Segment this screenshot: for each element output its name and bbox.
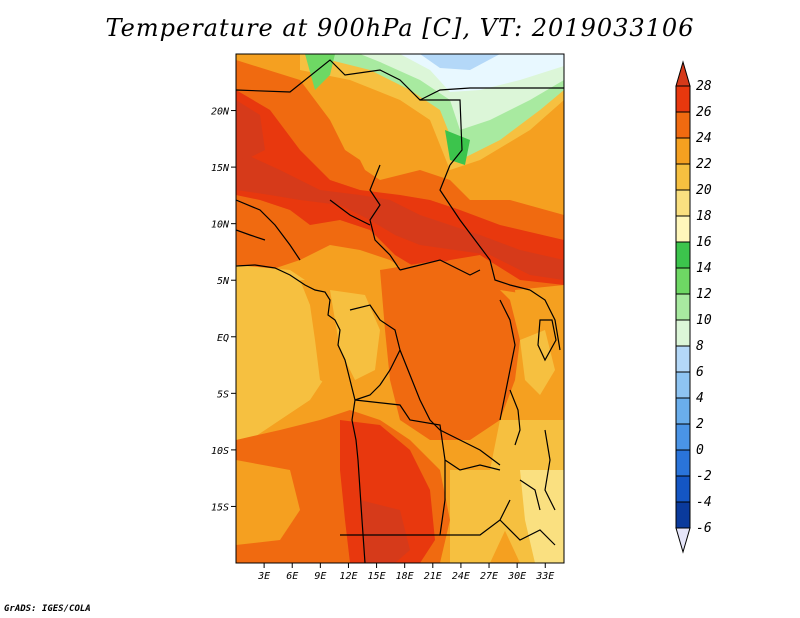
- x-tick-label: 12E: [339, 571, 357, 582]
- colorbar-label: 12: [696, 287, 712, 302]
- y-tick-label: 15N: [211, 163, 230, 174]
- y-tick-label: 15S: [211, 502, 229, 513]
- colorbar-segment: [675, 215, 691, 243]
- colorbar-label: 6: [696, 365, 704, 380]
- colorbar-under-triangle: [675, 527, 691, 554]
- y-tick-label: 20N: [211, 107, 230, 118]
- colorbar-segment: [675, 501, 691, 529]
- colorbar-segment: [675, 163, 691, 191]
- colorbar-label: 20: [696, 183, 712, 198]
- colorbar-segment: [675, 189, 691, 217]
- colorbar-segment: [675, 293, 691, 321]
- colorbar-segment: [675, 475, 691, 503]
- colorbar-label: 2: [696, 417, 704, 432]
- x-tick-label: 33E: [535, 571, 554, 582]
- y-tick-label: 10N: [211, 220, 230, 231]
- map-frame: [235, 53, 565, 564]
- colorbar-label: -6: [696, 521, 712, 536]
- map-title: Temperature at 900hPa [C], VT: 201903310…: [105, 14, 695, 42]
- grads-credit: GrADS: IGES/COLA: [4, 604, 91, 614]
- colorbar-label: 24: [696, 131, 712, 146]
- x-tick-label: 27E: [480, 571, 498, 582]
- colorbar-label: 0: [696, 443, 704, 458]
- colorbar-label: 26: [696, 105, 712, 120]
- temperature-field: [236, 54, 564, 563]
- colorbar-label: -4: [696, 495, 712, 510]
- y-tick-label: EQ: [217, 333, 229, 344]
- colorbar-label: 18: [696, 209, 712, 224]
- colorbar-label: -2: [696, 469, 712, 484]
- colorbar-segment: [675, 85, 691, 113]
- colorbar-label: 28: [696, 79, 712, 94]
- colorbar-segment: [675, 371, 691, 399]
- colorbar-label: 22: [696, 157, 712, 172]
- x-tick-label: 30E: [507, 571, 526, 582]
- y-tick-label: 5S: [217, 389, 229, 400]
- x-tick-label: 21E: [424, 571, 442, 582]
- x-tick-label: 9E: [314, 571, 326, 582]
- colorbar-segment: [675, 423, 691, 451]
- colorbar-label: 14: [696, 261, 712, 276]
- y-tick-label: 10S: [211, 446, 229, 457]
- x-tick-label: 3E: [257, 571, 270, 582]
- colorbar-label: 8: [696, 339, 704, 354]
- y-tick-label: 5N: [217, 276, 230, 287]
- colorbar-over-triangle: [675, 60, 691, 87]
- x-tick-label: 6E: [286, 571, 298, 582]
- colorbar-segment: [675, 267, 691, 295]
- colorbar-segment: [675, 449, 691, 477]
- colorbar-segment: [675, 397, 691, 425]
- colorbar-segment: [675, 319, 691, 347]
- country-borders: [236, 59, 564, 563]
- colorbar-label: 10: [696, 313, 712, 328]
- x-axis: 3E 6E 9E 12E 15E 18E 21E 24E 27E 30E 33E: [257, 563, 554, 582]
- y-axis: 20N 15N 10N 5N EQ 5S 10S 15S: [211, 107, 236, 513]
- x-tick-label: 18E: [396, 571, 414, 582]
- colorbar-segment: [675, 241, 691, 269]
- colorbar-segment: [675, 345, 691, 373]
- x-tick-label: 24E: [452, 571, 470, 582]
- colorbar-label: 16: [696, 235, 712, 250]
- colorbar-segment: [675, 137, 691, 165]
- x-tick-label: 15E: [368, 571, 386, 582]
- colorbar-label: 4: [696, 391, 704, 406]
- colorbar-segment: [675, 111, 691, 139]
